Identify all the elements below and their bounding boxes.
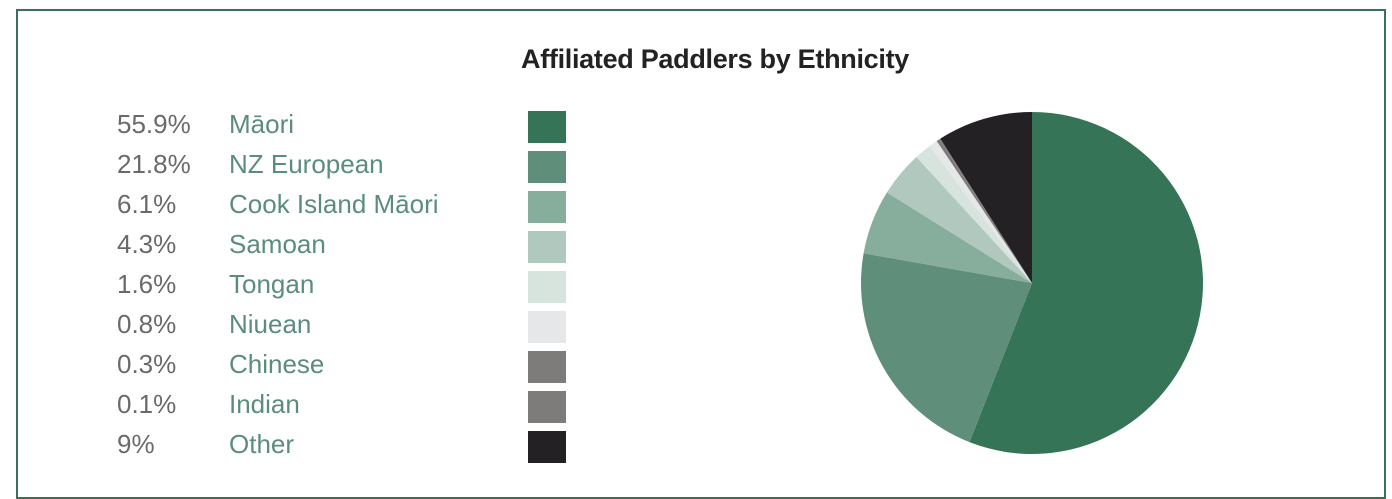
pie-chart — [0, 0, 1392, 485]
